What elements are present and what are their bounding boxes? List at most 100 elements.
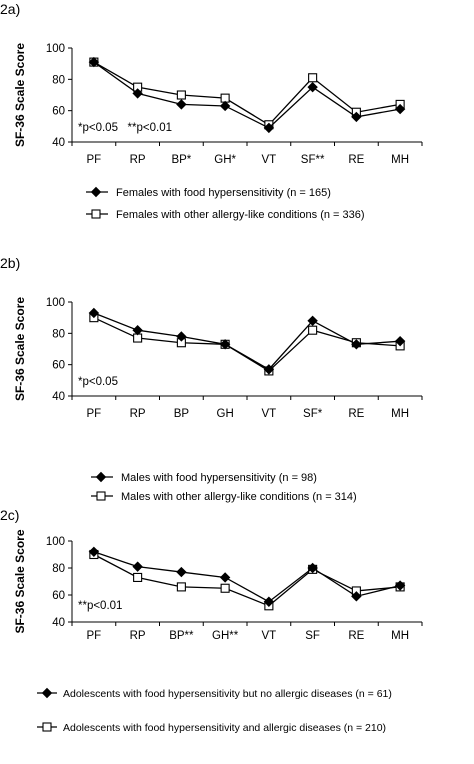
legend-marker [42, 722, 52, 732]
series-line-2 [93, 61, 401, 126]
legend-entry-2: Females with other allergy-like conditio… [86, 209, 365, 221]
y-axis-label: SF-36 Scale Score [13, 297, 27, 401]
x-tick-label: BP* [171, 154, 191, 166]
data-point-series-1 [219, 339, 231, 350]
y-tick-label: 40 [52, 617, 65, 629]
y-tick-label: 100 [46, 536, 65, 548]
x-tick-label: RE [348, 408, 364, 420]
y-tick-label: 60 [52, 360, 65, 372]
data-point-series-1 [219, 572, 231, 583]
data-point-series-1 [88, 307, 100, 319]
legend-label: Adolescents with food hypersensitivity a… [63, 722, 386, 734]
x-tick-label: SF [305, 630, 320, 642]
legend-entry-1: Females with food hypersensitivity (n = … [86, 186, 331, 199]
x-tick-label: PF [87, 630, 102, 642]
significance-annotation: *p<0.05 **p<0.01 [78, 122, 172, 134]
data-point-series-1 [176, 99, 187, 110]
chart-panel-1: 2a) 40 60 80 100 PF RP BP* GH* VT SF** RE MH SF-36 Sc… [0, 1, 423, 221]
x-tick-label: MH [391, 154, 409, 166]
legend-marker [41, 687, 53, 699]
y-tick-label: 100 [46, 43, 65, 55]
y-tick-label: 80 [52, 563, 65, 575]
y-tick-label: 40 [52, 391, 65, 403]
data-point-series-1 [263, 122, 275, 134]
legend-label: Males with food hypersensitivity (n = 98… [121, 472, 317, 484]
data-point-series-2 [220, 583, 230, 593]
data-point-series-1 [351, 591, 362, 602]
data-point-series-2 [308, 325, 318, 335]
series-line-2 [93, 553, 401, 607]
x-tick-label: GH* [214, 154, 236, 166]
panel-label: 2c) [0, 507, 19, 523]
x-tick-label: BP [174, 408, 190, 420]
data-point-series-1 [88, 546, 100, 558]
panel-label: 2b) [0, 255, 20, 271]
data-point-series-1 [307, 315, 318, 327]
data-point-series-1 [132, 561, 143, 572]
data-point-series-1 [263, 596, 275, 607]
x-tick-label: SF** [301, 154, 325, 166]
data-point-series-1 [351, 339, 362, 350]
x-tick-label: GH** [212, 630, 239, 642]
y-tick-label: 100 [46, 297, 65, 309]
x-tick-label: MH [391, 408, 409, 420]
data-point-series-1 [307, 81, 318, 93]
data-point-series-1 [351, 111, 362, 123]
data-point-series-2 [308, 73, 318, 83]
data-point-series-2 [133, 572, 143, 583]
chart-panel-2: 2b) 40 60 80 100 PF RP BP GH VT SF* RE MH SF-36 Scale… [0, 255, 423, 503]
chart-panel-3: 2c) 40 60 80 100 PF RP BP** GH** VT SF RE MH SF-36 Sc… [0, 507, 423, 734]
data-point-series-1 [176, 331, 187, 342]
data-point-series-1 [132, 324, 143, 336]
data-point-series-1 [307, 562, 318, 574]
legend-marker [95, 471, 107, 483]
legend-label: Females with other allergy-like conditio… [116, 209, 365, 221]
y-tick-label: 60 [52, 590, 65, 602]
data-point-series-1 [176, 566, 187, 578]
legend-entry-2: Males with other allergy-like conditions… [91, 491, 357, 503]
y-axis-label: SF-36 Scale Score [13, 529, 27, 633]
panel-label: 2a) [0, 1, 20, 17]
series-line-1 [93, 312, 401, 371]
y-tick-label: 60 [52, 106, 65, 118]
legend-entry-1: Males with food hypersensitivity (n = 98… [91, 471, 317, 484]
series-line-1 [93, 61, 401, 129]
y-axis-label: SF-36 Scale Score [13, 43, 27, 147]
significance-annotation: **p<0.01 [78, 600, 122, 612]
legend-label: Adolescents with food hypersensitivity b… [63, 688, 392, 700]
data-point-series-1 [219, 100, 231, 112]
y-tick-label: 80 [52, 328, 65, 340]
y-tick-label: 80 [52, 74, 65, 86]
y-tick-label: 40 [52, 137, 65, 149]
data-point-series-1 [394, 335, 406, 347]
series-line-1 [93, 551, 401, 603]
legend-label: Females with food hypersensitivity (n = … [116, 187, 331, 199]
data-point-series-1 [394, 580, 406, 591]
legend-label: Males with other allergy-like conditions… [121, 491, 357, 503]
legend-marker [90, 186, 102, 198]
x-tick-label: PF [87, 154, 102, 166]
x-tick-label: MH [391, 630, 409, 642]
x-tick-label: VT [262, 154, 277, 166]
x-tick-label: RE [348, 630, 364, 642]
legend-entry-2: Adolescents with food hypersensitivity a… [37, 722, 386, 734]
x-tick-label: RP [130, 630, 146, 642]
data-point-series-1 [263, 364, 275, 375]
x-tick-label: VT [262, 408, 277, 420]
x-tick-label: RE [348, 154, 364, 166]
x-tick-label: RP [130, 154, 146, 166]
x-tick-label: RP [130, 408, 146, 420]
data-point-series-2 [176, 90, 186, 100]
data-point-series-2 [176, 582, 186, 592]
legend-marker [96, 491, 106, 501]
x-tick-label: BP** [169, 630, 194, 642]
data-point-series-1 [88, 56, 100, 68]
x-tick-label: PF [87, 408, 102, 420]
x-tick-label: VT [262, 630, 277, 642]
data-point-series-1 [394, 103, 406, 115]
data-point-series-1 [132, 88, 143, 99]
legend-entry-1: Adolescents with food hypersensitivity b… [37, 687, 392, 700]
significance-annotation: *p<0.05 [78, 376, 118, 388]
legend-marker [91, 209, 101, 219]
